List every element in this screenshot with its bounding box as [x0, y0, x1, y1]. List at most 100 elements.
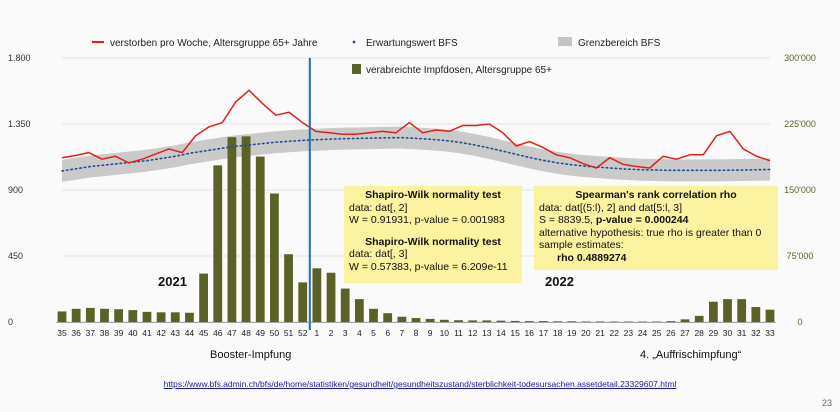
spearman-rho: rho 0.4889274: [557, 251, 627, 264]
spearman-alt: alternative hypothesis: true rho is grea…: [539, 226, 762, 239]
source-link[interactable]: https://www.bfs.admin.ch/bfs/de/home/sta…: [163, 379, 677, 389]
x-tick-41: 41: [142, 328, 152, 338]
x-tick-24: 24: [638, 328, 648, 338]
x-tick-3: 3: [343, 328, 348, 338]
y-left-tick-1: 450: [8, 251, 23, 261]
vaccine-bar-31: [737, 299, 747, 322]
y-axis-right: 0 75'000 150'000 225'000 300'000: [784, 53, 816, 327]
expected-layer: [61, 136, 771, 172]
x-tick-4: 4: [357, 328, 362, 338]
vaccine-bar-4: [354, 299, 364, 322]
spearman-s-line: S = 8839.5, p-value = 0.000244: [539, 214, 773, 227]
y-right-tick-3: 225'000: [784, 119, 816, 129]
x-tick-37: 37: [86, 328, 96, 338]
vaccine-bar-1: [312, 268, 322, 322]
x-tick-39: 39: [114, 328, 124, 338]
vaccine-bar-38: [100, 308, 109, 322]
shapiro2-data: data: dat[, 3]: [349, 248, 408, 260]
x-tick-1: 1: [315, 328, 320, 338]
shapiro2-title: Shapiro-Wilk normality test: [365, 235, 501, 248]
vaccine-bar-5: [369, 308, 378, 322]
vaccine-bar-45: [199, 273, 208, 322]
vaccine-bar-52: [298, 282, 308, 322]
spearman-s: S = 8839.5,: [539, 214, 596, 226]
x-tick-26: 26: [666, 328, 676, 338]
vaccine-bar-51: [284, 254, 293, 322]
spearman-data: data: dat[(5:l), 2] and dat[5:l, 3]: [539, 201, 683, 214]
legend-band-label: Grenzbereich BFS: [578, 38, 661, 49]
shapiro2-result: W = 0.57383, p-value = 6.209e-11: [349, 260, 508, 273]
x-tick-23: 23: [624, 328, 634, 338]
x-tick-17: 17: [539, 328, 549, 338]
x-tick-21: 21: [595, 328, 605, 338]
spearman-title: Spearman's rank correlation rho: [575, 189, 737, 201]
x-tick-30: 30: [723, 328, 733, 338]
legend-vaccines-swatch: [352, 64, 361, 74]
vaccine-bar-3: [340, 288, 350, 322]
vaccine-bar-50: [270, 193, 279, 322]
year-label-2021: 2021: [158, 274, 187, 289]
x-tick-47: 47: [227, 328, 237, 338]
x-tick-11: 11: [454, 328, 463, 338]
legend-vaccines-label: verabreichte Impfdosen, Altersgruppe 65+: [366, 65, 552, 76]
y-right-tick-0: 0: [797, 317, 802, 327]
x-tick-8: 8: [414, 328, 419, 338]
x-tick-48: 48: [241, 328, 251, 338]
vaccine-bar-41: [142, 311, 152, 322]
page-number: 23: [821, 398, 832, 408]
x-axis: 35 36 37 38 39 40 41 42 43 44 45 46 47 48 49 50 51 52 1 2 3 4…: [56, 322, 776, 338]
spearman-est: sample estimates:: [539, 239, 624, 251]
y-left-tick-0: 0: [8, 317, 13, 327]
x-tick-14: 14: [496, 328, 506, 338]
x-tick-29: 29: [709, 328, 719, 338]
x-tick-15: 15: [510, 328, 520, 338]
year-label-2022: 2022: [545, 274, 574, 289]
band-area: [62, 126, 770, 182]
vaccine-bar-30: [723, 299, 732, 322]
x-tick-36: 36: [71, 328, 81, 338]
legend: verstorben pro Woche, Altersgruppe 65+ J…: [92, 37, 661, 76]
x-tick-27: 27: [680, 328, 690, 338]
fourth-dose-label: 4. „Auffrischimpfung“: [640, 349, 742, 361]
vaccine-bar-20: [581, 321, 591, 322]
x-tick-40: 40: [128, 328, 138, 338]
x-tick-19: 19: [567, 328, 577, 338]
vaccine-bar-11: [454, 320, 463, 322]
vaccine-bar-10: [439, 319, 449, 322]
vaccine-bar-26: [666, 321, 676, 322]
deaths-layer: [61, 58, 771, 330]
x-tick-16: 16: [525, 328, 535, 338]
x-tick-31: 31: [737, 328, 747, 338]
vaccine-bar-15: [510, 320, 520, 322]
vaccine-bar-28: [694, 315, 704, 322]
x-tick-46: 46: [213, 328, 223, 338]
vaccine-bar-12: [468, 320, 478, 322]
x-tick-13: 13: [482, 328, 492, 338]
x-tick-32: 32: [751, 328, 761, 338]
y-axis-left: 0 450 900 1.350 1.800: [8, 53, 31, 327]
x-tick-38: 38: [100, 328, 110, 338]
expected-line: [61, 136, 771, 172]
vaccine-bar-40: [128, 310, 138, 322]
deaths-line: [61, 89, 771, 169]
spearman-p: p-value = 0.000244: [595, 214, 689, 226]
x-tick-25: 25: [652, 328, 662, 338]
vaccine-bar-47: [227, 137, 237, 322]
vaccine-bar-43: [170, 312, 180, 322]
x-tick-44: 44: [185, 328, 195, 338]
vaccine-bar-42: [156, 312, 166, 322]
x-tick-50: 50: [270, 328, 280, 338]
vaccine-bar-35: [57, 311, 67, 322]
vaccine-bar-39: [114, 309, 124, 322]
x-tick-18: 18: [553, 328, 563, 338]
vaccine-bar-29: [708, 301, 718, 322]
shapiro1-result: W = 0.91931, p-value = 0.001983: [349, 214, 505, 226]
vaccine-bar-46: [213, 165, 223, 322]
legend-expected-label: Erwartungswert BFS: [366, 38, 458, 49]
x-tick-42: 42: [156, 328, 166, 338]
x-tick-5: 5: [371, 328, 376, 338]
vaccine-bar-17: [539, 321, 548, 322]
vaccine-bar-14: [496, 320, 506, 322]
